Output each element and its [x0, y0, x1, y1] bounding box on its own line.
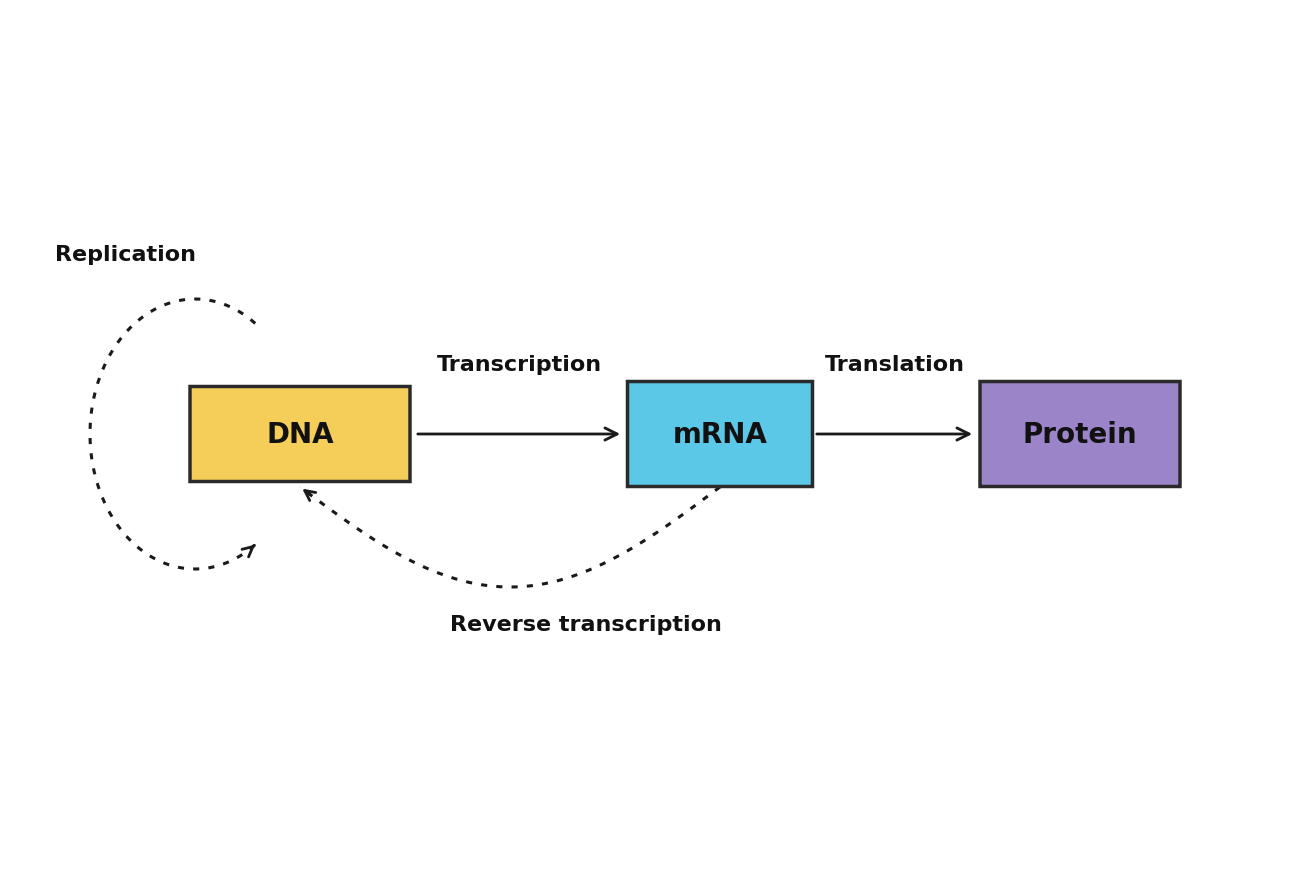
FancyBboxPatch shape: [980, 382, 1180, 487]
Text: Reverse transcription: Reverse transcription: [450, 614, 722, 634]
Text: Protein: Protein: [1023, 421, 1138, 448]
Text: Translation: Translation: [826, 355, 965, 375]
Text: Replication: Replication: [55, 245, 196, 265]
FancyBboxPatch shape: [628, 382, 812, 487]
Text: DNA: DNA: [266, 421, 334, 448]
Text: mRNA: mRNA: [672, 421, 767, 448]
Text: Transcription: Transcription: [437, 355, 602, 375]
FancyBboxPatch shape: [190, 387, 410, 482]
